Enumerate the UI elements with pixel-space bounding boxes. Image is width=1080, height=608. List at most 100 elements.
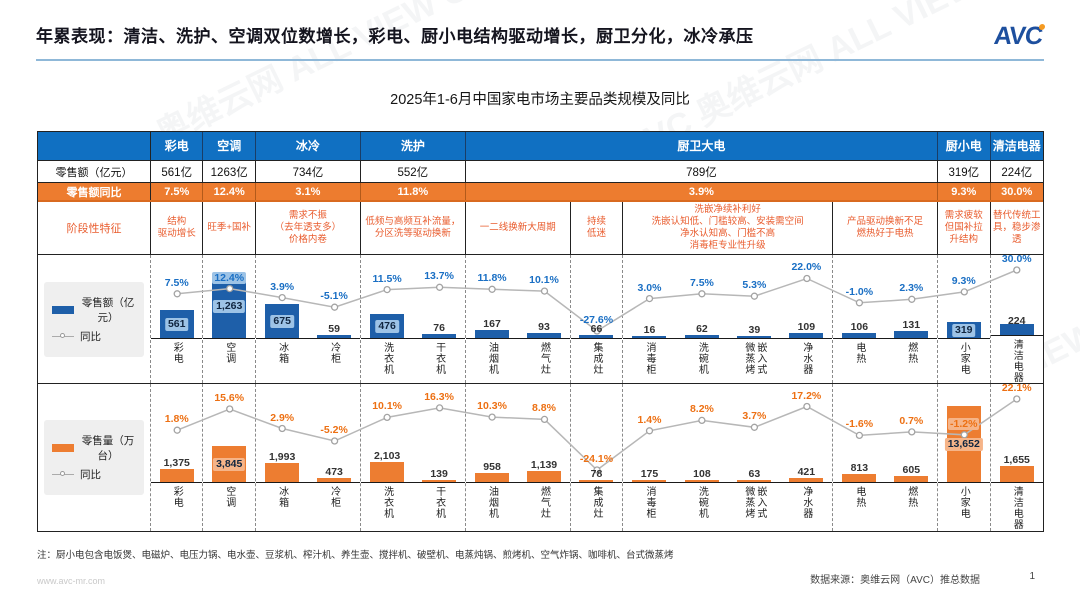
category-label-text: 油烟机 (486, 342, 498, 375)
bar-洗碗机 (684, 479, 719, 482)
chart-column-洗碗机: 62 7.5% 洗碗机 (675, 255, 729, 383)
bar-燃热 (894, 331, 929, 338)
sales-yoy-row-label: 零售额同比 (38, 183, 151, 200)
category-label: 燃气灶 (518, 339, 569, 383)
feature-line: 消毒柜专业性升级 (689, 240, 766, 251)
volume-chart-area: 1,375 1.8% 彩电 3,845 15.6% 空调 1,993 2.9% 冰箱 473 -5.… (151, 382, 1043, 531)
category-label-text: 微蒸烤 (742, 342, 754, 375)
bar-消毒柜 (632, 479, 667, 482)
value-chart-area: 561 7.5% 彩电 1,263 12.4% 空调 675 3.9% 冰箱 59 -5.1% 冷柜 4… (151, 253, 1043, 383)
bar-微蒸烤嵌入式 (737, 335, 772, 338)
sales-yoy-厨小电: 9.3% (938, 183, 991, 200)
title-underline (36, 59, 1044, 61)
feature-cell-6: 洗嵌净续补利好 洗嵌认知低、门槛较高、安装需空间 净水认知高、门槛不高 消毒柜专业性升… (623, 202, 834, 254)
bar-干衣机 (422, 479, 457, 482)
category-label: 小家电 (938, 339, 989, 383)
website-url: www.avc-mr.com (37, 576, 106, 586)
category-label-text: 洗衣机 (381, 342, 393, 375)
category-label-text: 微蒸烤 (742, 486, 754, 519)
sales-value-cells: 561亿 1263亿 734亿 552亿 789亿 319亿 224亿 (151, 161, 1043, 182)
category-label: 冷柜 (308, 339, 359, 383)
category-label: 空调 (203, 483, 254, 531)
plot-cell: 605 0.7% (885, 384, 938, 483)
features-cells: 结构 驱动增长 旺季+国补 需求不振 （去年透支多） 价格内卷 低频与高频互补流量， 分区洗等… (151, 202, 1043, 254)
yoy-label: 9.3% (918, 275, 1009, 288)
category-label: 消毒柜 (623, 483, 675, 531)
legend-bar-entry: 零售额（亿元） (52, 295, 136, 325)
yoy-label: -5.2% (288, 424, 379, 437)
bar-干衣机 (422, 334, 457, 338)
footnote: 注：厨小电包含电饭煲、电磁炉、电压力锅、电水壶、豆浆机、榨汁机、养生壶、搅拌机、… (37, 550, 674, 561)
line-marker-swatch-icon (52, 332, 74, 338)
feature-line: 分区洗等驱动换新 (374, 228, 451, 239)
legend-line-entry: 同比 (52, 467, 136, 482)
sales-value-空调: 1263亿 (203, 161, 256, 182)
category-label-text: 电热 (853, 486, 865, 508)
category-label: 洗碗机 (676, 339, 728, 383)
category-label: 彩电 (151, 483, 202, 531)
category-label: 燃热 (886, 483, 937, 531)
bar-燃气灶 (527, 471, 562, 482)
category-label-text: 彩电 (171, 342, 183, 364)
category-label-text: 冷柜 (328, 486, 340, 508)
category-label: 油烟机 (466, 483, 518, 531)
sales-value-彩电: 561亿 (151, 161, 204, 182)
bar-消毒柜 (632, 335, 667, 338)
plot-cell: 66 -27.6% (570, 255, 623, 339)
category-label: 干衣机 (413, 339, 464, 383)
category-label: 电热 (833, 339, 885, 383)
bar-value-label: 605 (902, 464, 921, 477)
yoy-label-text: -27.6% (579, 314, 614, 326)
bar-油烟机 (475, 329, 510, 338)
category-label-text: 空调 (223, 486, 235, 508)
yoy-label-text: -1.2% (948, 417, 980, 430)
category-label: 油烟机 (466, 339, 518, 383)
plot-cell: 1,263 12.4% (203, 255, 255, 339)
bar-value-label: 1,375 (163, 457, 190, 470)
avc-logo-dot-icon (1038, 24, 1046, 30)
bar-彩电 (159, 469, 194, 482)
category-label-text: 清洁电器 (1011, 339, 1023, 383)
yoy-label-text: 22.1% (1001, 382, 1032, 394)
yoy-label-text: 15.6% (214, 391, 245, 404)
category-label-text: 空调 (223, 342, 235, 364)
feature-line: 结构 (167, 216, 187, 227)
feature-line: 替代传统工具，稳步渗透 (992, 210, 1041, 245)
category-label-text: 净水器 (800, 486, 812, 519)
category-label: 空调 (203, 339, 254, 383)
yoy-label-text: 5.3% (742, 279, 767, 292)
category-label-text: 洗衣机 (381, 486, 393, 519)
chart-title: 2025年1-6月中国家电市场主要品类规模及同比 (390, 92, 690, 108)
feature-line: （去年透支多） (274, 222, 342, 233)
sales-value-厨卫大电: 789亿 (466, 161, 939, 182)
volume-chart-legend: 零售量（万台） 同比 (38, 384, 151, 531)
sales-value-厨小电: 319亿 (938, 161, 991, 182)
category-label: 燃气灶 (518, 483, 569, 531)
yoy-label-text: 8.8% (532, 402, 556, 415)
category-label: 清洁电器 (991, 336, 1043, 383)
category-label-text: 电热 (853, 342, 865, 364)
category-label: 消毒柜 (623, 339, 675, 383)
avc-logo: AVC (993, 22, 1046, 51)
feature-line: 低迷 (586, 228, 606, 239)
category-label: 燃热 (886, 339, 937, 383)
plot-cell: 473 -5.2% (308, 384, 360, 483)
bar-微蒸烤嵌入式 (737, 479, 772, 482)
legend-line-entry: 同比 (52, 329, 136, 344)
column-group-彩电: 彩电 (151, 132, 204, 160)
yoy-label-text: -24.1% (579, 453, 614, 465)
yoy-label-text: 30.0% (1001, 253, 1032, 265)
category-label-text: 洗碗机 (696, 342, 708, 375)
bar-电热 (842, 332, 877, 338)
legend-bar-label: 零售额（亿元） (81, 296, 135, 324)
category-label-text: 燃气灶 (538, 342, 550, 375)
feature-cell-7: 产品驱动换新不足 燃热好于电热 (833, 202, 939, 254)
category-label-text: 清洁电器 (1011, 486, 1023, 530)
feature-cell-3: 低频与高频互补流量， 分区洗等驱动换新 (361, 202, 466, 254)
chart-column-燃热: 605 0.7% 燃热 (885, 384, 939, 531)
category-label-text: 燃热 (905, 342, 917, 364)
sales-yoy-row: 零售额同比 7.5% 12.4% 3.1% 11.8% 3.9% 9.3% 30.0% (38, 183, 1043, 202)
feature-line: 低频与高频互补流量， (365, 216, 461, 227)
yoy-label: 5.3% (708, 279, 800, 292)
category-label: 电热 (833, 483, 885, 531)
